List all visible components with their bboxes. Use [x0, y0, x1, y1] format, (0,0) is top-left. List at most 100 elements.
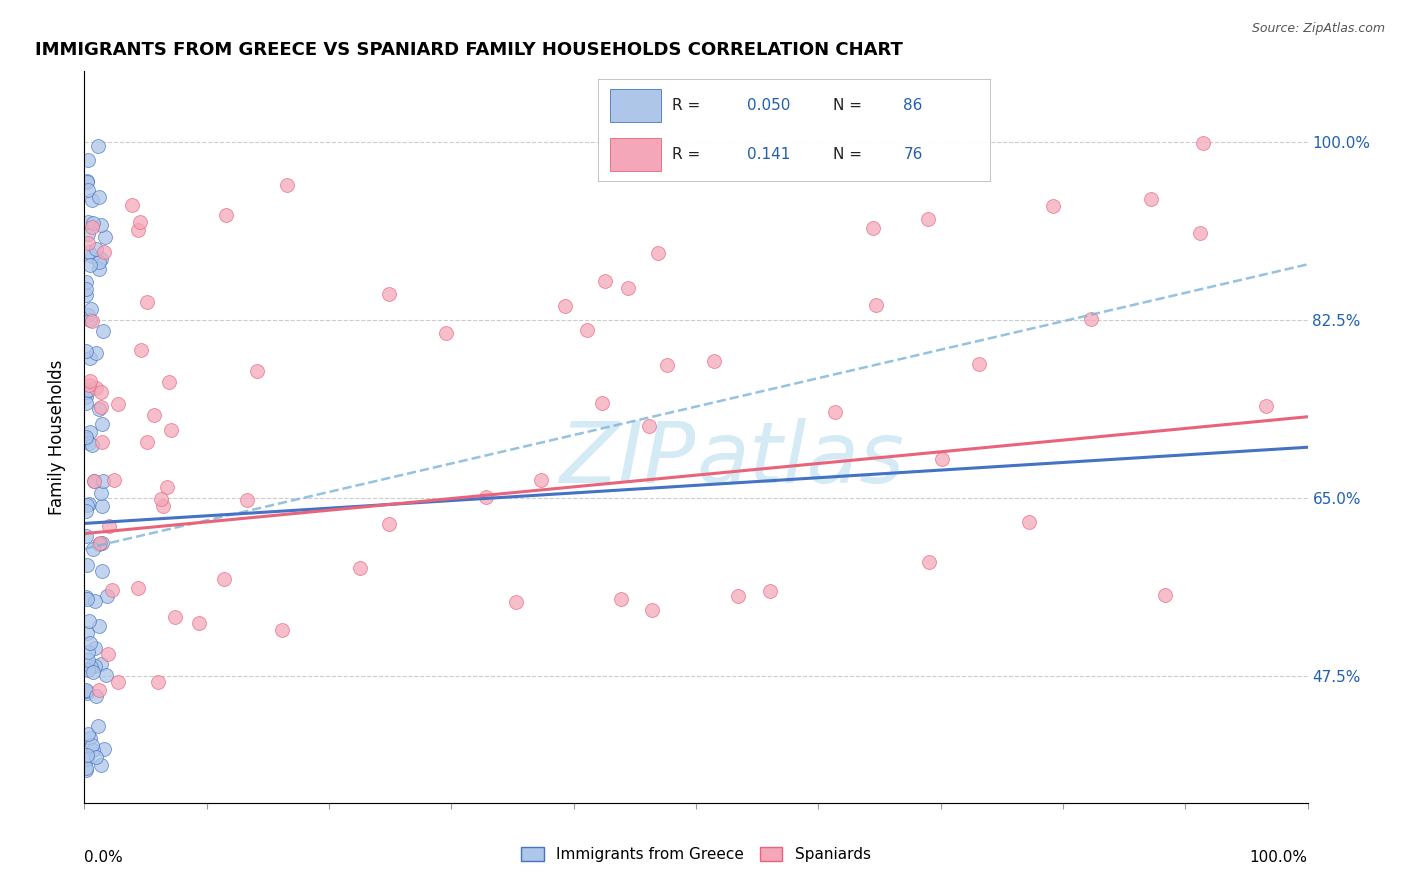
Point — [75, 343, 97, 358]
Point — [80, 438, 103, 452]
Point — [90, 758, 112, 772]
Point — [80, 660, 103, 674]
Point — [83, 475, 105, 489]
Point — [101, 582, 124, 597]
Point — [824, 405, 846, 419]
Point — [79, 436, 101, 450]
Point — [156, 480, 179, 494]
Point — [84, 242, 107, 256]
Point — [84, 381, 107, 395]
Point — [82, 219, 104, 234]
Point — [76, 686, 98, 700]
Point — [97, 518, 120, 533]
Point — [610, 592, 633, 607]
Point — [90, 417, 112, 432]
Point — [76, 592, 98, 607]
Point — [616, 281, 638, 295]
Point — [75, 275, 97, 289]
Point — [591, 396, 613, 410]
Point — [75, 282, 97, 296]
Point — [157, 375, 180, 389]
Point — [91, 475, 114, 489]
Point — [91, 324, 114, 338]
Point — [76, 498, 98, 512]
Y-axis label: Family Households: Family Households — [48, 359, 66, 515]
Point — [434, 326, 457, 340]
Text: Source: ZipAtlas.com: Source: ZipAtlas.com — [1251, 22, 1385, 36]
Point — [1018, 516, 1040, 530]
Point — [87, 537, 110, 551]
Point — [82, 665, 104, 679]
Point — [89, 485, 111, 500]
Point — [1188, 226, 1211, 240]
Point — [75, 504, 97, 518]
Point — [75, 432, 97, 446]
Point — [90, 218, 112, 232]
Point — [84, 346, 107, 360]
Point — [727, 589, 749, 603]
Text: 100.0%: 100.0% — [1250, 850, 1308, 865]
Point — [931, 452, 953, 467]
Point — [76, 174, 98, 188]
Point — [862, 220, 884, 235]
Text: 0.0%: 0.0% — [84, 850, 124, 865]
Point — [77, 214, 100, 228]
Point — [79, 375, 101, 389]
Point — [103, 473, 125, 487]
Point — [75, 430, 97, 444]
Point — [1192, 136, 1215, 150]
Point — [377, 287, 399, 301]
Point — [79, 731, 101, 746]
Point — [82, 216, 104, 230]
Point — [77, 236, 100, 251]
Point — [76, 558, 98, 573]
Point — [1042, 199, 1064, 213]
Point — [77, 153, 100, 167]
Point — [575, 323, 598, 337]
Point — [83, 474, 105, 488]
Point — [93, 741, 115, 756]
Point — [76, 752, 98, 766]
Point — [703, 353, 725, 368]
Point — [165, 609, 187, 624]
Text: IMMIGRANTS FROM GREECE VS SPANIARD FAMILY HOUSEHOLDS CORRELATION CHART: IMMIGRANTS FROM GREECE VS SPANIARD FAMIL… — [35, 41, 903, 59]
Point — [475, 490, 498, 504]
Point — [865, 298, 887, 312]
Point — [143, 408, 166, 422]
Point — [89, 682, 111, 697]
Point — [77, 308, 100, 322]
Point — [349, 561, 371, 575]
Point — [595, 274, 617, 288]
Point — [77, 183, 100, 197]
Point — [150, 491, 173, 506]
Point — [640, 603, 662, 617]
Point — [75, 390, 97, 404]
Point — [75, 384, 97, 399]
Point — [84, 749, 107, 764]
Point — [75, 529, 97, 543]
Point — [131, 343, 153, 358]
Point — [79, 351, 101, 366]
Point — [1140, 192, 1163, 206]
Point — [638, 419, 661, 434]
Point — [75, 684, 97, 698]
Point — [82, 542, 104, 557]
Point — [90, 252, 112, 266]
Point — [76, 663, 98, 677]
Point — [83, 594, 105, 608]
Point — [76, 175, 98, 189]
Point — [77, 497, 100, 511]
Point — [214, 572, 236, 586]
Point — [647, 246, 669, 260]
Point — [75, 395, 97, 409]
Point — [127, 223, 149, 237]
Point — [967, 357, 990, 371]
Point — [75, 590, 97, 604]
Point — [87, 255, 110, 269]
Point — [89, 401, 111, 416]
Point — [505, 595, 527, 609]
Point — [77, 383, 100, 397]
Point — [83, 640, 105, 655]
Point — [77, 645, 100, 659]
Point — [96, 647, 118, 661]
